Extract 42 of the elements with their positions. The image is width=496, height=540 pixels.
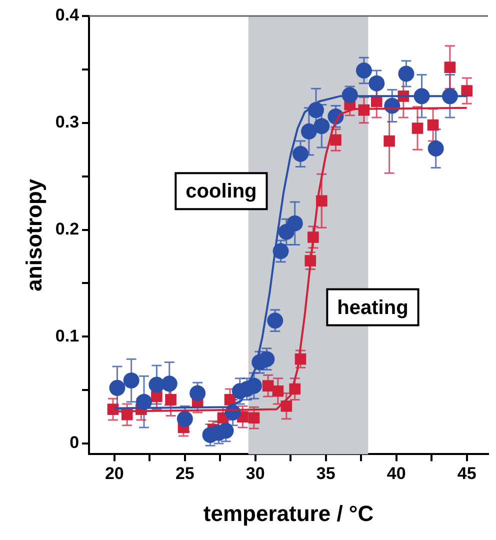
point [330,134,342,146]
y-tick-label: 0.3 [55,112,80,132]
point [190,385,206,402]
point [444,62,456,73]
point [165,394,176,406]
x-tick-label: 45 [457,464,476,484]
y-tick-label: 0.1 [55,326,80,346]
series-label: heating [337,296,408,319]
point [412,122,424,134]
point [176,410,193,427]
point [384,135,395,147]
point [428,140,444,157]
point [427,119,439,131]
point [461,85,473,96]
point [370,96,382,108]
point [356,62,372,79]
point [368,75,385,92]
point [161,376,178,392]
point [292,146,308,162]
y-tick-label: 0 [70,433,80,452]
x-tick-label: 35 [316,464,336,484]
point [398,66,414,82]
point [248,412,260,424]
y-axis-title: anisotropy [21,178,46,292]
y-tick-label: 0.4 [55,6,80,25]
x-axis-title: temperature / °C [203,500,374,526]
point [300,123,317,140]
point [286,215,303,232]
point [123,372,140,388]
x-tick-label: 40 [386,464,406,484]
x-tick-label: 30 [246,464,265,484]
point [272,385,284,397]
point [258,351,275,368]
x-tick-label: 25 [175,464,194,484]
x-tick-label: 20 [104,464,124,484]
series-label: cooling [186,180,257,203]
point [280,400,292,412]
y-tick-label: 0.2 [55,219,80,238]
point [267,312,284,329]
point [262,380,274,392]
point [109,380,126,396]
point [314,118,330,134]
